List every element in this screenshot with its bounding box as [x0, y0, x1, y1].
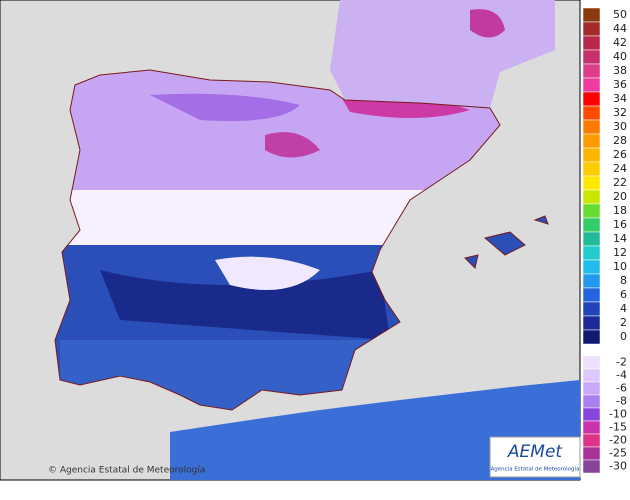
legend-swatch	[582, 301, 601, 317]
legend-swatch	[582, 7, 601, 23]
legend-swatch	[582, 35, 601, 51]
legend-label: 22	[613, 176, 627, 189]
legend-label: 26	[613, 148, 627, 161]
legend-swatch	[582, 394, 601, 409]
legend-label: 8	[620, 274, 627, 287]
legend-label: -10	[609, 408, 627, 421]
legend-label: -15	[609, 421, 627, 434]
legend-label: -30	[609, 460, 627, 473]
legend-swatch	[582, 119, 601, 135]
legend-label: 44	[613, 22, 627, 35]
legend-swatch	[582, 368, 601, 383]
legend-label: 2	[620, 316, 627, 329]
legend-swatch	[582, 231, 601, 247]
africa	[170, 380, 580, 480]
legend-label: -2	[616, 356, 627, 369]
legend-label: 6	[620, 288, 627, 301]
legend-label: 14	[613, 232, 627, 245]
legend-swatch	[582, 161, 601, 177]
legend-swatch	[582, 273, 601, 289]
alps-cold	[470, 9, 505, 38]
legend-swatch	[582, 459, 601, 474]
legend-label: 30	[613, 120, 627, 133]
legend-label: 0	[620, 330, 627, 343]
legend-label: 50	[613, 8, 627, 21]
copyright: © Agencia Estatal de Meteorología	[48, 466, 205, 476]
legend-swatch	[582, 245, 601, 261]
legend-label: 38	[613, 64, 627, 77]
legend-label: -4	[616, 369, 627, 382]
legend-label: 16	[613, 218, 627, 231]
legend-label: 36	[613, 78, 627, 91]
legend-label: 20	[613, 190, 627, 203]
frost-patch	[215, 256, 320, 290]
south-cold	[100, 270, 390, 340]
legend-label: 4	[620, 302, 627, 315]
legend-label: 28	[613, 134, 627, 147]
legend-label: 18	[613, 204, 627, 217]
legend-label: 40	[613, 50, 627, 63]
legend-swatch	[582, 407, 601, 422]
legend-label: 32	[613, 106, 627, 119]
legend-swatch	[582, 420, 601, 435]
legend-swatch	[582, 49, 601, 65]
legend-swatch	[582, 446, 601, 461]
legend-swatch	[582, 133, 601, 149]
cold-core	[150, 93, 300, 121]
legend-swatch	[582, 105, 601, 121]
legend-label: 10	[613, 260, 627, 273]
legend-swatch	[582, 175, 601, 191]
legend-swatch	[582, 381, 601, 396]
legend: 5044424038363432302826242220181614121086…	[582, 7, 627, 474]
legend-label: 24	[613, 162, 627, 175]
legend-swatch	[582, 21, 601, 37]
balearics	[464, 215, 549, 269]
legend-swatch	[582, 77, 601, 93]
legend-label: 12	[613, 246, 627, 259]
legend-swatch	[582, 217, 601, 233]
legend-label: -6	[616, 382, 627, 395]
legend-swatch	[582, 147, 601, 163]
legend-label: 42	[613, 36, 627, 49]
logo-box	[489, 436, 581, 478]
legend-swatch	[582, 91, 601, 107]
legend-label: -8	[616, 395, 627, 408]
central-cold	[265, 132, 320, 158]
legend-swatch	[582, 63, 601, 79]
legend-label: -25	[609, 447, 627, 460]
legend-swatch	[582, 315, 601, 331]
legend-label: -20	[609, 434, 627, 447]
coastline	[54, 69, 501, 411]
legend-swatch	[582, 189, 601, 205]
legend-swatch	[582, 259, 601, 275]
legend-swatch	[582, 355, 601, 370]
legend-swatch	[582, 203, 601, 219]
legend-swatch	[582, 287, 601, 303]
logo-caption: Agencia Estatal de Meteorología	[491, 466, 580, 473]
logo-mark: AEMet	[507, 442, 563, 462]
legend-swatch	[582, 329, 601, 345]
legend-label: 34	[613, 92, 627, 105]
legend-swatch	[582, 433, 601, 448]
